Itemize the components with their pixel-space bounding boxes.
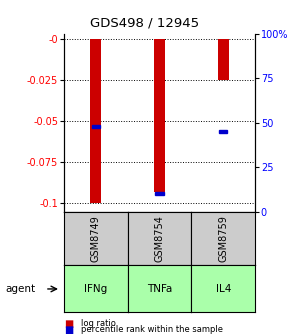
Text: percentile rank within the sample: percentile rank within the sample xyxy=(81,326,223,334)
Bar xyxy=(90,39,102,203)
Text: GDS498 / 12945: GDS498 / 12945 xyxy=(90,17,200,30)
Text: TNFa: TNFa xyxy=(147,284,172,294)
Text: IFNg: IFNg xyxy=(84,284,107,294)
Bar xyxy=(154,39,165,192)
Bar xyxy=(92,125,100,128)
Text: IL4: IL4 xyxy=(215,284,231,294)
Bar xyxy=(155,192,164,196)
Text: log ratio: log ratio xyxy=(81,320,116,328)
Bar xyxy=(219,130,227,133)
Text: GSM8759: GSM8759 xyxy=(218,215,228,262)
Text: agent: agent xyxy=(6,284,36,294)
Bar xyxy=(218,39,229,80)
Text: GSM8754: GSM8754 xyxy=(155,215,164,262)
Text: ■: ■ xyxy=(64,325,73,335)
Text: GSM8749: GSM8749 xyxy=(91,215,101,262)
Text: ■: ■ xyxy=(64,319,73,329)
